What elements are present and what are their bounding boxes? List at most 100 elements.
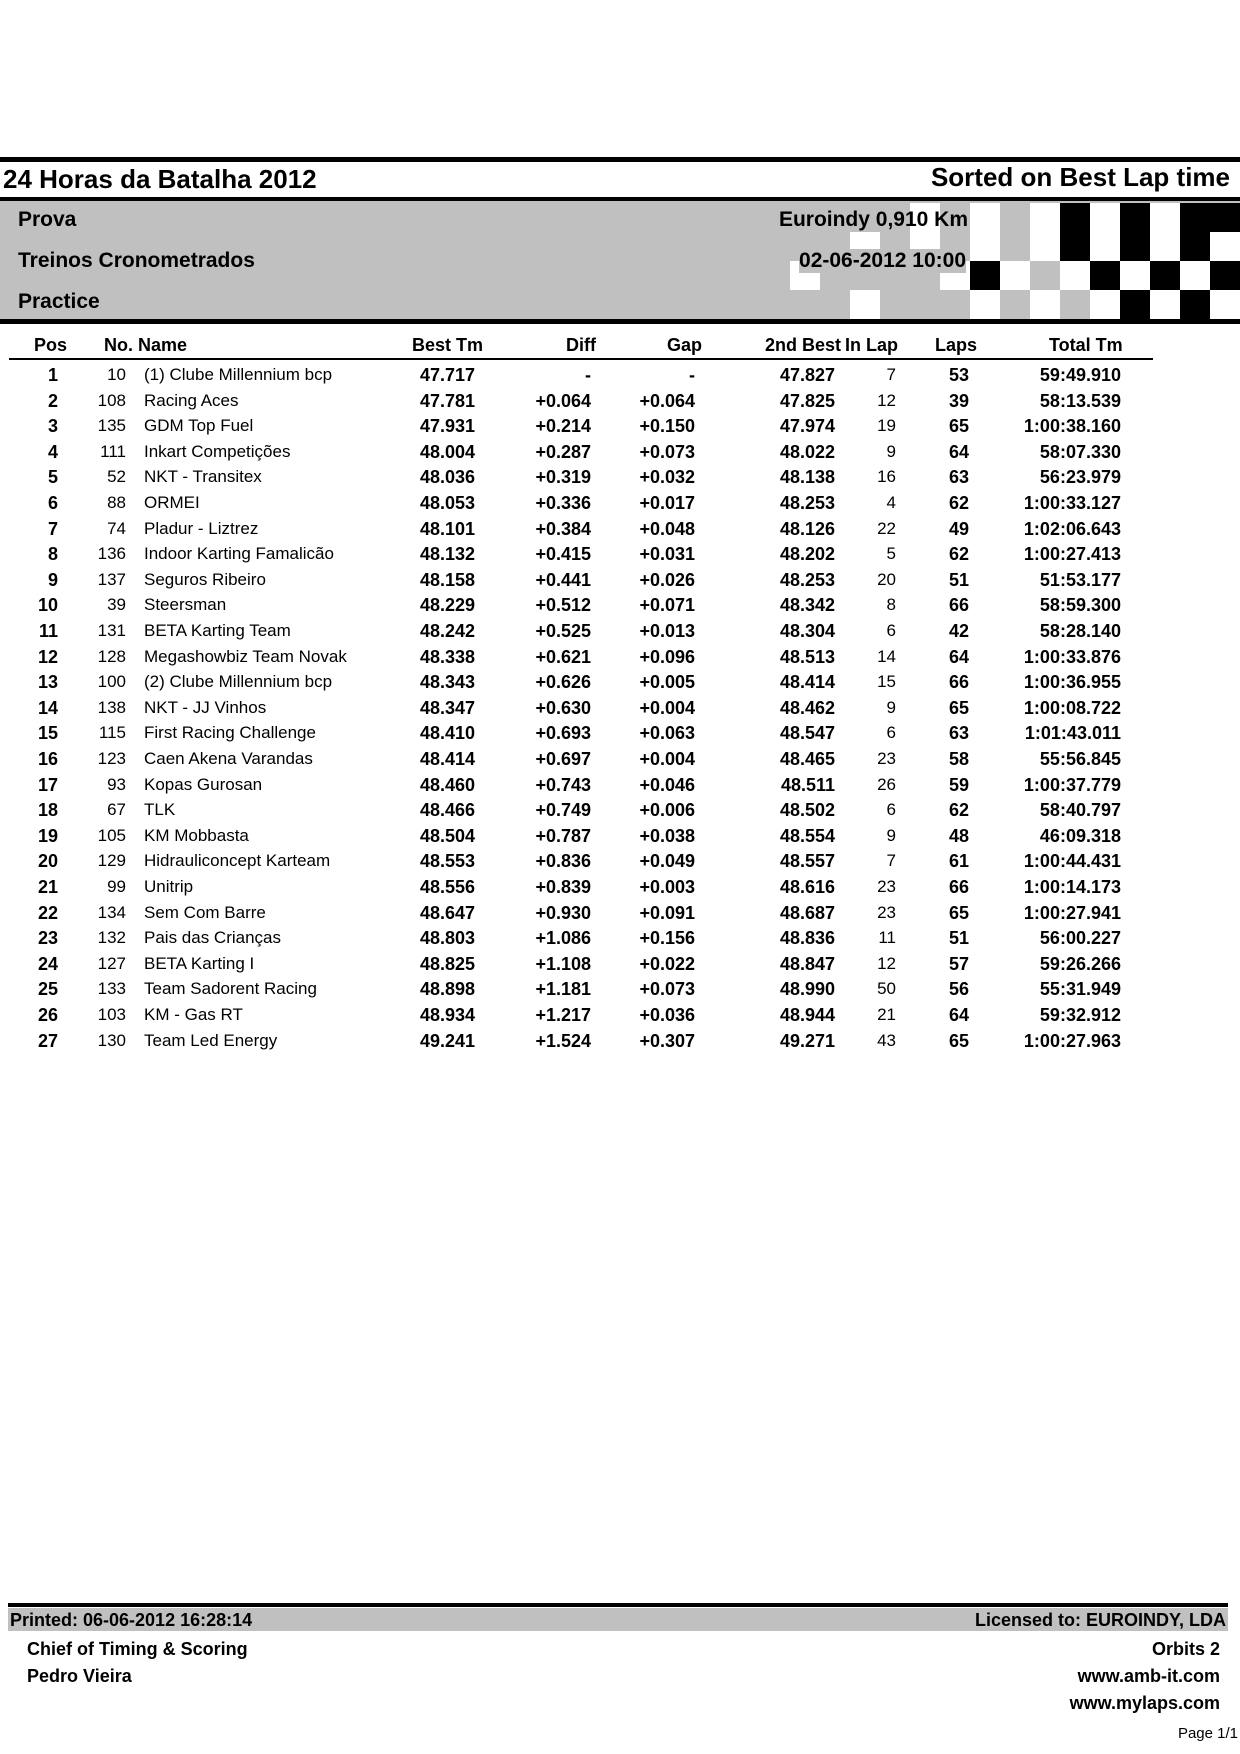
col-second-best: 2nd Best <box>765 335 842 355</box>
flag-square <box>1060 290 1090 319</box>
cell-no: 132 <box>97 928 126 948</box>
cell-in-lap: 6 <box>886 621 896 640</box>
flag-square <box>790 290 820 319</box>
cell-in-lap: 7 <box>886 851 896 871</box>
cell-laps: 63 <box>948 467 969 488</box>
flag-square <box>1000 290 1030 319</box>
cell-total: 1:00:27.413 <box>1023 544 1121 565</box>
header-rule <box>0 197 1240 202</box>
cell-name: KM Mobbasta <box>144 825 249 845</box>
cell-total: 1:00:36.955 <box>1023 672 1121 693</box>
table-row: 27 130 Team Led Energy 49.241 +1.524 +0.307 49… <box>0 1029 1240 1054</box>
cell-pos: 19 <box>37 825 58 846</box>
footer-band <box>8 1608 1228 1631</box>
cell-laps: 51 <box>948 928 969 949</box>
cell-total: 1:01:43.011 <box>1024 723 1121 744</box>
cell-total: 1:00:33.127 <box>1023 493 1121 513</box>
cell-in-lap: 4 <box>886 493 896 512</box>
cell-total: 58:59.300 <box>1039 595 1121 616</box>
cell-in-lap: 23 <box>877 749 896 768</box>
table-row: 6 88 ORMEI 48.053 +0.336 +0.017 48.253 4 62 1:00:… <box>0 491 1240 516</box>
cell-laps: 62 <box>948 544 969 565</box>
cell-second-best: 48.202 <box>779 544 835 565</box>
cell-second-best: 48.342 <box>779 595 835 616</box>
cell-gap: +0.017 <box>639 493 695 513</box>
table-row: 19 105 KM Mobbasta 48.504 +0.787 +0.038 48.554… <box>0 824 1240 849</box>
checkered-flag-icon <box>790 203 1240 319</box>
cell-no: 74 <box>107 518 126 538</box>
flag-square <box>1060 203 1090 232</box>
software-name: Orbits 2 <box>1151 1639 1220 1659</box>
cell-pos: 14 <box>37 697 58 718</box>
cell-no: 138 <box>97 697 126 717</box>
flag-square <box>1150 203 1180 232</box>
cell-best: 48.934 <box>419 1005 475 1025</box>
cell-second-best: 48.616 <box>779 877 835 897</box>
cell-name: Seguros Ribeiro <box>144 569 266 589</box>
cell-best: 48.504 <box>419 825 475 846</box>
cell-name: Inkart Competições <box>144 441 291 461</box>
cell-no: 10 <box>107 365 126 384</box>
flag-square <box>1030 232 1060 261</box>
cell-gap: +0.038 <box>639 825 695 846</box>
cell-name: First Racing Challenge <box>144 723 316 743</box>
cell-best: 48.825 <box>419 953 475 974</box>
url-mylaps: www.mylaps.com <box>1069 1693 1220 1713</box>
cell-total: 1:02:06.643 <box>1023 518 1121 539</box>
cell-no: 136 <box>97 544 126 564</box>
cell-best: 48.053 <box>419 493 475 513</box>
cell-in-lap: 9 <box>886 697 896 717</box>
cell-in-lap: 6 <box>886 723 896 743</box>
cell-total: 1:00:33.876 <box>1023 646 1121 667</box>
cell-no: 130 <box>97 1030 126 1050</box>
cell-gap: +0.031 <box>639 544 695 565</box>
cell-best: 48.414 <box>419 749 475 769</box>
cell-total: 58:13.539 <box>1039 390 1121 411</box>
cell-laps: 48 <box>948 825 969 846</box>
cell-diff: +0.749 <box>535 800 591 821</box>
cell-no: 103 <box>97 1005 126 1024</box>
cell-in-lap: 14 <box>877 646 896 666</box>
cell-laps: 57 <box>948 953 969 974</box>
cell-diff: +0.287 <box>535 441 591 462</box>
cell-laps: 64 <box>948 646 969 667</box>
cell-second-best: 48.557 <box>779 851 835 872</box>
cell-no: 135 <box>97 416 126 436</box>
cell-pos: 26 <box>37 1005 58 1025</box>
cell-diff: +1.524 <box>535 1030 591 1051</box>
table-row: 13 100 (2) Clube Millennium bcp 48.343 +0.62… <box>0 670 1240 695</box>
cell-in-lap: 15 <box>877 672 896 692</box>
cell-pos: 23 <box>37 928 58 949</box>
cell-name: (1) Clube Millennium bcp <box>144 365 333 384</box>
cell-best: 47.931 <box>419 416 475 437</box>
license-info: Licensed to: EUROINDY, LDA <box>974 1610 1226 1630</box>
cell-gap: +0.036 <box>639 1005 695 1025</box>
table-row: 22 134 Sem Com Barre 48.647 +0.930 +0.091 48.6… <box>0 901 1240 926</box>
cell-no: 134 <box>97 902 126 922</box>
cell-second-best: 48.513 <box>779 646 835 667</box>
cell-no: 127 <box>97 953 126 973</box>
cell-no: 137 <box>97 569 126 589</box>
cell-diff: +0.621 <box>535 646 591 667</box>
cell-in-lap: 43 <box>877 1030 896 1050</box>
cell-gap: +0.046 <box>639 774 695 795</box>
cell-second-best: 47.974 <box>779 416 835 437</box>
table-row: 23 132 Pais das Crianças 48.803 +1.086 +0.156… <box>0 926 1240 951</box>
table-row: 8 136 Indoor Karting Famalicão 48.132 +0.415… <box>0 542 1240 567</box>
cell-pos: 15 <box>37 723 58 744</box>
table-row: 14 138 NKT - JJ Vinhos 48.347 +0.630 +0.004 48… <box>0 696 1240 721</box>
cell-diff: +0.743 <box>535 774 591 795</box>
flag-square <box>970 290 1000 319</box>
cell-total: 55:56.845 <box>1039 749 1121 769</box>
cell-best: 48.898 <box>419 979 475 1000</box>
flag-square <box>1030 290 1060 319</box>
cell-total: 58:07.330 <box>1039 441 1121 462</box>
cell-name: GDM Top Fuel <box>144 416 254 436</box>
col-total: Total Tm <box>1049 335 1123 355</box>
cell-laps: 65 <box>948 416 969 437</box>
cell-best: 49.241 <box>419 1030 475 1051</box>
cell-name: Team Sadorent Racing <box>144 979 317 999</box>
cell-best: 47.717 <box>419 365 475 385</box>
table-row: 26 103 KM - Gas RT 48.934 +1.217 +0.036 48.944… <box>0 1003 1240 1028</box>
cell-in-lap: 50 <box>877 979 896 999</box>
